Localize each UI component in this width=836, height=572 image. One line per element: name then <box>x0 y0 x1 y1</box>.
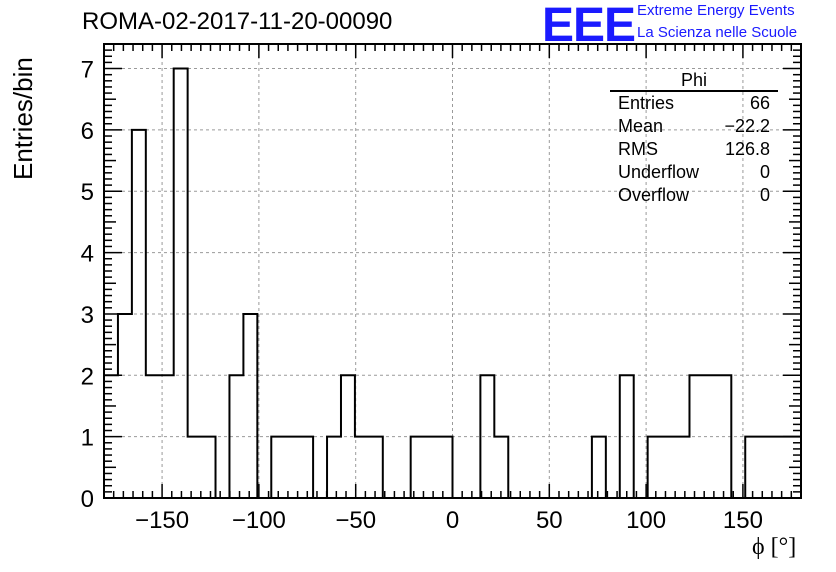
histogram-bin <box>439 437 453 498</box>
x-tick-label: −50 <box>335 507 376 534</box>
stats-value: 0 <box>759 162 770 182</box>
y-tick-label: 4 <box>81 241 94 268</box>
x-tick-label: 50 <box>536 507 563 534</box>
histogram-bin <box>285 437 299 498</box>
logo-line-2: La Scienza nelle Scuole <box>637 24 798 41</box>
stats-value: 0 <box>759 185 770 205</box>
x-tick-label: −100 <box>232 507 286 534</box>
histogram-bin <box>132 130 146 498</box>
histogram-bin <box>243 314 257 498</box>
histogram-bin <box>425 437 439 498</box>
stats-label: RMS <box>618 139 658 159</box>
y-tick-label: 6 <box>81 118 94 145</box>
histogram-bin <box>118 314 132 498</box>
histogram-bin <box>773 437 787 498</box>
histogram-bin <box>188 437 202 498</box>
y-tick-label: 0 <box>81 486 94 513</box>
stats-title: Phi <box>610 70 778 92</box>
histogram-bin <box>355 437 369 498</box>
stats-label: Overflow <box>618 185 690 205</box>
histogram-bin <box>202 437 216 498</box>
stats-row: Overflow 0 <box>610 184 778 207</box>
y-tick-label: 2 <box>81 363 94 390</box>
x-tick-label: 0 <box>446 507 459 534</box>
stats-row: Entries 66 <box>610 92 778 115</box>
histogram-bin <box>662 437 676 498</box>
histogram-bin <box>411 437 425 498</box>
stats-label: Mean <box>618 116 664 136</box>
y-tick-label: 1 <box>81 425 94 452</box>
stats-row: Underflow 0 <box>610 161 778 184</box>
histogram-bin <box>494 437 508 498</box>
x-axis-label: ϕ [°] <box>752 534 797 560</box>
histogram-bin <box>745 437 759 498</box>
stats-value: 66 <box>749 93 770 113</box>
stats-value: −22.2 <box>724 116 770 136</box>
stats-label: Underflow <box>618 162 700 182</box>
histogram-bin <box>174 69 188 498</box>
histogram-bin <box>327 437 341 498</box>
x-tick-label: 100 <box>626 507 666 534</box>
x-tick-label: 150 <box>723 507 763 534</box>
stats-value: 126.8 <box>724 139 770 159</box>
y-tick-label: 7 <box>81 57 94 84</box>
histogram-bin <box>299 437 313 498</box>
stats-box: Phi Entries 66 Mean −22.2 RMS 126.8 Underflow 0… <box>610 70 778 207</box>
histogram-bin <box>676 437 690 498</box>
histogram-bin <box>592 437 606 498</box>
histogram-bin <box>689 375 703 498</box>
histogram-bin <box>648 437 662 498</box>
histogram-bin <box>759 437 773 498</box>
stats-label: Entries <box>618 93 675 113</box>
histogram-bin <box>369 437 383 498</box>
histogram-bin <box>271 437 285 498</box>
stats-row: Mean −22.2 <box>610 115 778 138</box>
histogram-series <box>103 67 802 499</box>
stats-row: RMS 126.8 <box>610 138 778 161</box>
chart-title: ROMA-02-2017-11-20-00090 <box>82 8 393 35</box>
x-tick-label: −150 <box>135 507 189 534</box>
logo-line-1: Extreme Energy Events <box>637 2 795 19</box>
y-tick-label: 3 <box>81 302 94 329</box>
y-tick-label: 5 <box>81 179 94 206</box>
